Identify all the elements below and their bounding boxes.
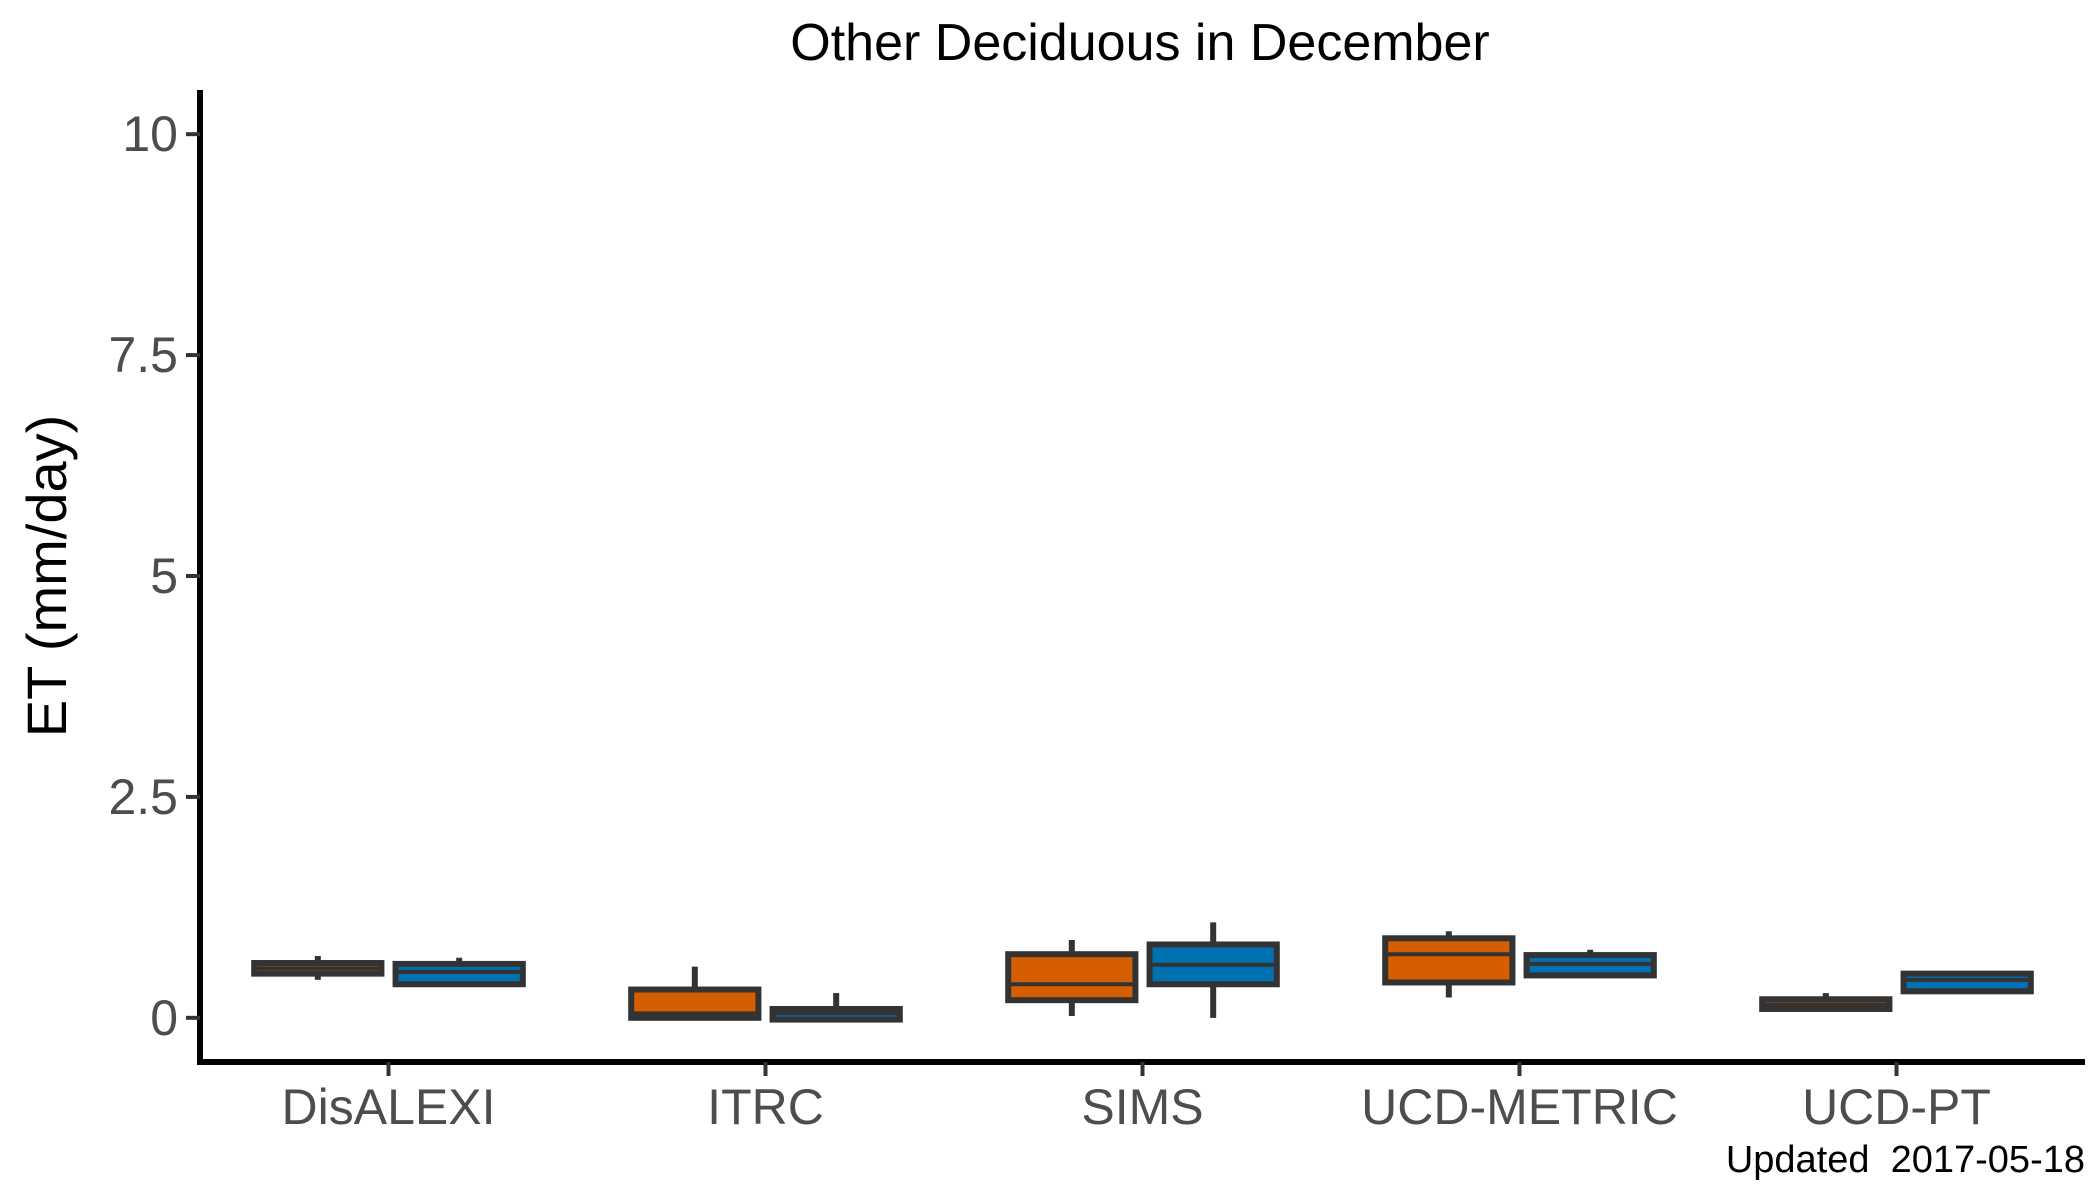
x-axis-ticks: DisALEXI ITRC SIMS UCD-METRIC UCD-PT <box>282 1062 1991 1135</box>
boxplot-group <box>769 993 903 1023</box>
boxplot-group <box>392 957 526 988</box>
x-tick-label: ITRC <box>707 1079 824 1135</box>
boxplot-group <box>628 966 762 1021</box>
boxplot-group <box>1005 940 1139 1017</box>
x-tick-label: UCD-PT <box>1802 1079 1991 1135</box>
y-axis-title: ET (mm/day) <box>15 415 78 738</box>
boxplot-group <box>1523 949 1657 979</box>
plot-area <box>251 922 2034 1023</box>
boxplot-group <box>1146 922 1280 1018</box>
y-tick-label: 7.5 <box>108 327 178 383</box>
boxplot-group <box>251 955 385 980</box>
y-tick-label: 5 <box>150 548 178 604</box>
boxplot-group <box>1759 993 1893 1012</box>
box <box>1382 935 1516 986</box>
box <box>392 960 526 988</box>
chart-title: Other Deciduous in December <box>790 14 1489 72</box>
y-tick-label: 0 <box>150 990 178 1046</box>
boxplot-group <box>1900 970 2034 995</box>
x-tick-label: UCD-METRIC <box>1361 1079 1678 1135</box>
updated-caption: Updated 2017-05-18 <box>1726 1139 2085 1181</box>
box <box>1900 970 2034 995</box>
y-tick-label: 2.5 <box>108 769 178 825</box>
boxplot-group <box>1382 931 1516 998</box>
x-tick-label: DisALEXI <box>282 1079 496 1135</box>
y-tick-label: 10 <box>122 106 178 162</box>
x-tick-label: SIMS <box>1081 1079 1203 1135</box>
y-axis-ticks: 0 2.5 5 7.5 10 <box>108 106 200 1046</box>
box <box>1005 951 1139 1004</box>
